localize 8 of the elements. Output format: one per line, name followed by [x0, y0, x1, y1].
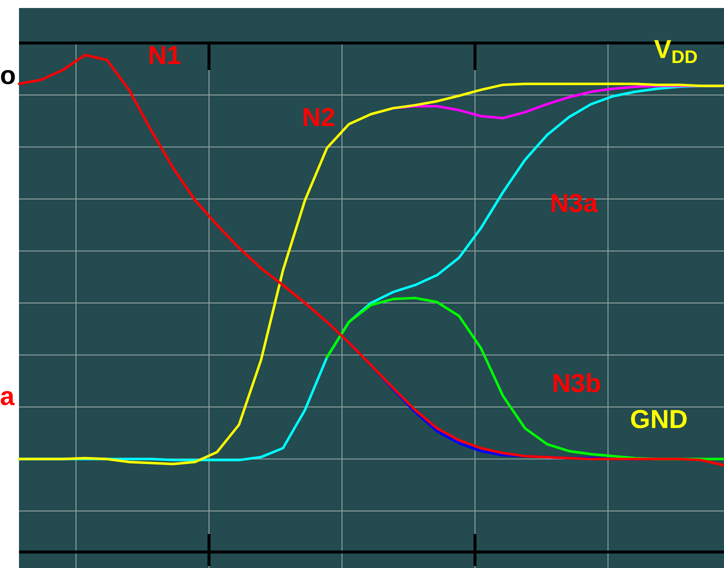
annotation: V$_{DD}$ [654, 34, 698, 68]
text: a [0, 381, 15, 411]
series-label: N3a [550, 188, 598, 218]
text: N2 [302, 102, 336, 132]
series-label: N1 [148, 40, 182, 70]
annotation: GND [630, 404, 688, 434]
text: o [0, 60, 16, 90]
series-label: N3b [552, 368, 602, 398]
